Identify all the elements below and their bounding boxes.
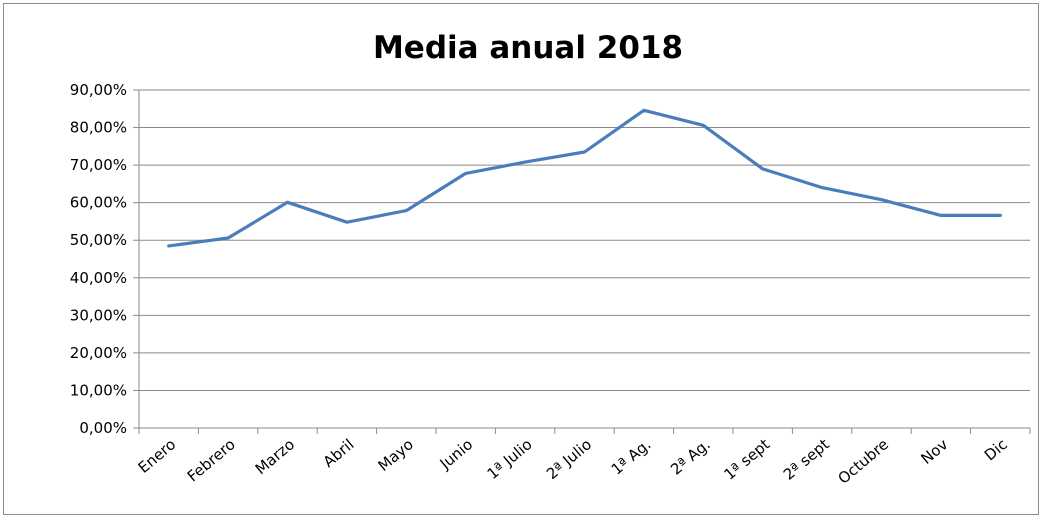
x-tick-label: Marzo xyxy=(252,435,298,478)
y-tick-label: 80,00% xyxy=(70,119,127,137)
y-tick-label: 40,00% xyxy=(70,269,127,287)
x-tick-label: 2ª sept xyxy=(780,435,833,483)
y-tick-label: 10,00% xyxy=(70,381,127,399)
y-tick-label: 60,00% xyxy=(70,194,127,212)
series-line xyxy=(167,108,1002,248)
axes xyxy=(133,89,1031,434)
x-tick-label: Nov xyxy=(917,435,951,468)
x-tick-label: 1ª sept xyxy=(720,435,773,483)
y-tick-label: 30,00% xyxy=(70,306,127,324)
grid-lines xyxy=(139,89,1030,429)
y-tick-label: 20,00% xyxy=(70,344,127,362)
x-tick-label: Junio xyxy=(436,435,477,473)
chart-title: Media anual 2018 xyxy=(373,30,683,66)
x-tick-label: Dic xyxy=(981,435,1011,464)
chart-frame xyxy=(3,3,1039,515)
x-tick-label: 2ª Ag. xyxy=(667,435,714,478)
x-tick-label: Octubre xyxy=(835,435,893,487)
x-tick-label: 2ª Julio xyxy=(543,435,595,483)
x-axis-ticks: Enero Febrero Marzo Abril Mayo Junio 1ª Julio 2… xyxy=(135,435,1011,487)
x-tick-label: Mayo xyxy=(375,435,417,475)
y-tick-label: 70,00% xyxy=(70,156,127,174)
y-axis-ticks: 0,00% 10,00% 20,00% 30,00% 40,00% 50,00% 60,00… xyxy=(70,81,127,437)
series-layer xyxy=(167,108,1002,248)
y-tick-label: 0,00% xyxy=(79,419,127,437)
x-tick-label: 1ª Julio xyxy=(484,435,536,483)
y-tick-label: 90,00% xyxy=(70,81,127,99)
x-tick-label: 1ª Ag. xyxy=(608,435,655,478)
y-tick-label: 50,00% xyxy=(70,231,127,249)
x-tick-label: Abril xyxy=(320,435,358,471)
x-tick-label: Febrero xyxy=(184,435,239,485)
x-tick-label: Enero xyxy=(135,435,180,477)
